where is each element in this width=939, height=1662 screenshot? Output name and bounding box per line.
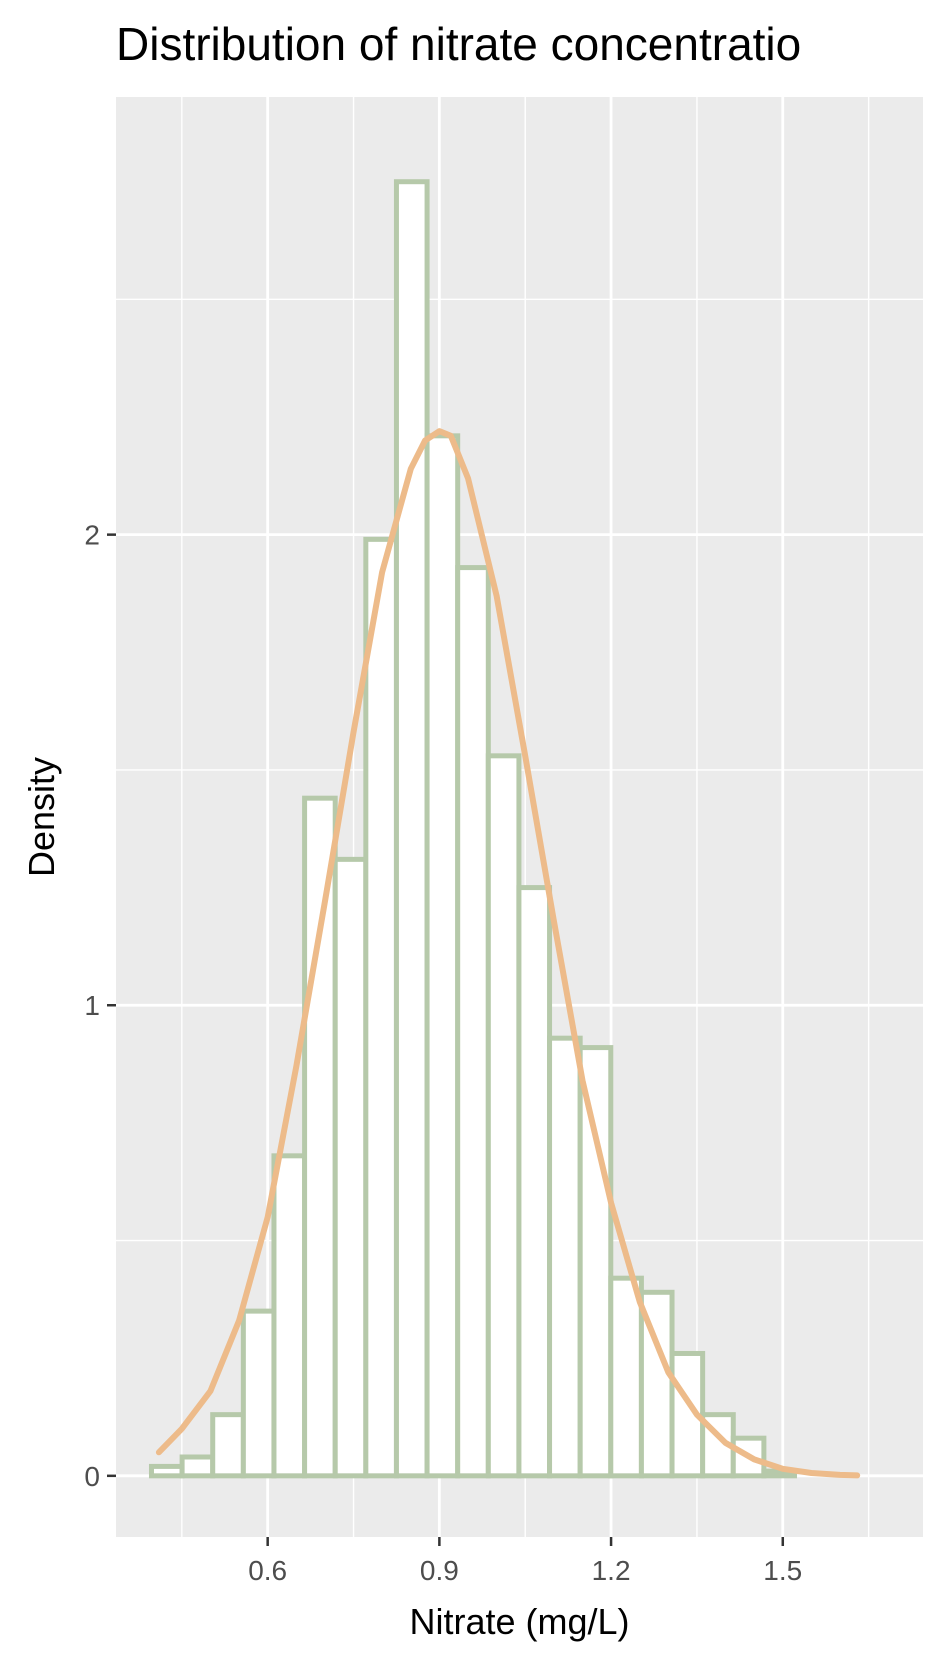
histogram-bar — [393, 179, 430, 1479]
y-tick-label: 0 — [84, 1461, 100, 1492]
histogram-bar — [179, 1454, 216, 1479]
x-tick-label: 1.2 — [592, 1555, 631, 1586]
y-tick-label: 2 — [84, 520, 100, 551]
histogram-bar — [332, 856, 369, 1479]
x-tick-label: 1.5 — [763, 1555, 802, 1586]
histogram-bar — [271, 1153, 308, 1479]
histogram-bar — [363, 536, 399, 1479]
chart-title: Distribution of nitrate concentratio — [116, 18, 801, 70]
density-curve-layer — [155, 428, 861, 1479]
histogram-bar — [577, 1045, 614, 1479]
histogram-bar — [148, 1463, 185, 1479]
histogram-bar — [455, 565, 491, 1479]
y-axis-title: Density — [21, 757, 62, 877]
histogram-bar — [424, 433, 461, 1479]
histogram-bar — [608, 1275, 644, 1479]
histogram-bar — [516, 885, 553, 1479]
x-axis-title: Nitrate (mg/L) — [409, 1601, 629, 1642]
histogram-bar — [240, 1308, 277, 1479]
y-tick-label: 1 — [84, 990, 100, 1021]
y-axis: 0 1 2 — [84, 520, 116, 1492]
histogram-bar — [547, 1035, 583, 1479]
histogram-bar — [210, 1412, 246, 1479]
x-tick-label: 0.6 — [248, 1555, 287, 1586]
x-tick-label: 0.9 — [420, 1555, 459, 1586]
histogram-bar — [302, 795, 338, 1479]
x-axis: 0.6 0.9 1.2 1.5 — [248, 1537, 802, 1586]
density-curve — [155, 428, 861, 1479]
histogram-bar — [485, 753, 522, 1479]
